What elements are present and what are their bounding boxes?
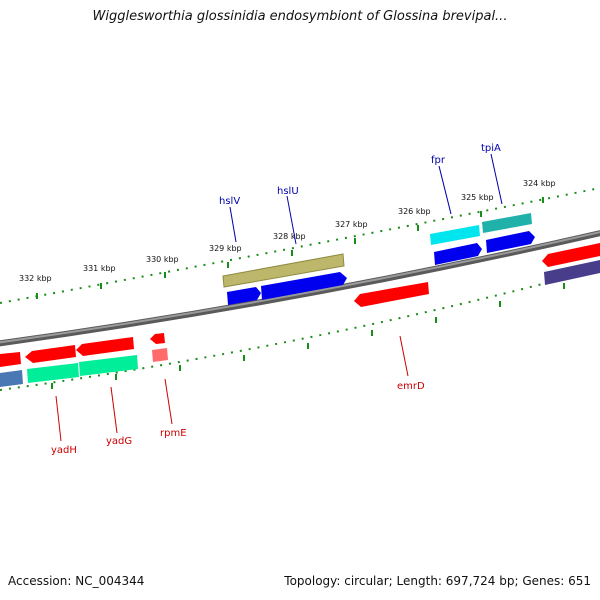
- reverse-label-leaders: [55, 335, 409, 442]
- gene-red-left-edge[interactable]: [0, 352, 21, 367]
- scale-label-327: 327 kbp: [335, 220, 368, 229]
- scale-label-325: 325 kbp: [461, 193, 494, 202]
- topology-summary-text: Topology: circular; Length: 697,724 bp; …: [284, 574, 591, 588]
- gene-pink-rpmE[interactable]: [152, 348, 168, 362]
- gene-label-yadH: yadH: [51, 445, 77, 456]
- gene-label-fpr: fpr: [431, 155, 446, 166]
- scale-label-324: 324 kbp: [523, 179, 556, 188]
- gene-khaki-hslU-region[interactable]: [222, 253, 345, 288]
- scale-label-331: 331 kbp: [83, 264, 116, 273]
- outer-major-ticks: [36, 197, 544, 299]
- forward-label-leaders: [229, 153, 503, 245]
- scale-labels: 332 kbp 331 kbp 330 kbp 329 kbp 328 kbp …: [19, 179, 556, 283]
- gene-red-yadH[interactable]: [25, 345, 76, 363]
- gene-red-emrD[interactable]: [354, 282, 429, 307]
- accession-text: Accession: NC_004344: [8, 574, 145, 588]
- gene-label-emrD: emrD: [397, 381, 425, 392]
- genome-backbone-highlight: [0, 231, 600, 344]
- gene-red-right-top[interactable]: [542, 243, 600, 267]
- scale-label-330: 330 kbp: [146, 255, 179, 264]
- scale-label-326: 326 kbp: [398, 207, 431, 216]
- scale-label-328: 328 kbp: [273, 232, 306, 241]
- reverse-gene-labels: yadH yadG rpmE emrD: [51, 381, 425, 456]
- gene-red-rpmE[interactable]: [150, 333, 165, 344]
- reverse-genes: [0, 282, 429, 387]
- gene-blue-fpr-lower[interactable]: [434, 243, 482, 265]
- gene-label-hslU: hslU: [277, 186, 299, 197]
- gene-cyan-fpr[interactable]: [430, 225, 480, 245]
- gene-red-yadG[interactable]: [76, 337, 134, 356]
- gene-teal-tpiA[interactable]: [482, 213, 532, 233]
- gene-green-yadG[interactable]: [79, 355, 138, 376]
- gene-label-tpiA: tpiA: [481, 143, 501, 154]
- gene-blue-hslU[interactable]: [261, 272, 347, 300]
- gene-label-hslV: hslV: [219, 196, 240, 207]
- gene-navy-right[interactable]: [544, 260, 600, 285]
- gene-steel-left-edge[interactable]: [0, 370, 23, 387]
- genome-title: Wigglesworthia glossinidia endosymbiont …: [92, 9, 508, 24]
- forward-gene-labels: hslV hslU fpr tpiA: [219, 143, 501, 207]
- gene-green-yadH[interactable]: [27, 363, 79, 383]
- scale-label-332: 332 kbp: [19, 274, 52, 283]
- gene-label-yadG: yadG: [106, 436, 132, 447]
- gene-blue-hslV[interactable]: [227, 287, 261, 305]
- gene-label-rpmE: rpmE: [160, 428, 187, 439]
- inner-major-ticks: [51, 283, 565, 389]
- scale-label-329: 329 kbp: [209, 244, 242, 253]
- forward-genes: [222, 213, 600, 305]
- gene-blue-tpiA-lower[interactable]: [486, 231, 535, 253]
